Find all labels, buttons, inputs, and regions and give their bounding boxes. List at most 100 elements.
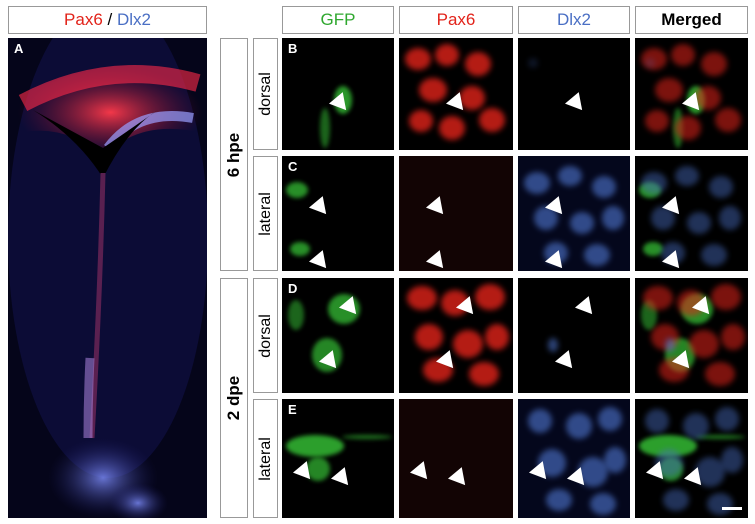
micrograph-6hpe-dorsal-dlx2 — [518, 38, 630, 150]
cell-signal — [701, 52, 727, 76]
cell-signal — [479, 108, 505, 132]
row-label-text: lateral — [256, 191, 274, 236]
group-label-6hpe: 6 hpe — [220, 38, 248, 271]
group-label-2dpe: 2 dpe — [220, 278, 248, 518]
panel-label-a: A — [14, 41, 24, 56]
cell-signal — [290, 242, 310, 256]
cell-signal — [469, 362, 499, 386]
column-label: GFP — [320, 10, 356, 29]
column-label: Merged — [661, 10, 722, 29]
cell-signal — [590, 493, 616, 515]
micrograph-2dpe-dorsal-dlx2 — [518, 278, 630, 393]
micrograph-6hpe-lateral-gfp: C — [282, 156, 394, 271]
cell-signal — [334, 86, 352, 114]
row-label-2dpe-dorsal: dorsal — [253, 278, 278, 393]
cell-signal — [675, 116, 701, 140]
cell-signal — [655, 449, 683, 477]
arrowhead-icon — [409, 461, 435, 485]
panel-a-title: Pax6 / Dlx2 — [8, 6, 207, 34]
panel-label: C — [288, 159, 298, 174]
row-label-text: dorsal — [256, 72, 274, 116]
panel-a-image: A — [8, 38, 207, 518]
row-label-text: dorsal — [256, 313, 274, 358]
cell-signal — [651, 206, 675, 230]
cell-signal — [721, 324, 745, 350]
column-header-merged: Merged — [635, 6, 748, 34]
micrograph-6hpe-dorsal-pax6 — [399, 38, 513, 150]
cell-signal — [342, 435, 392, 439]
cell-signal — [312, 338, 342, 372]
arrowhead-icon — [425, 250, 451, 271]
cell-signal — [707, 493, 733, 515]
cell-signal — [641, 172, 667, 194]
cell-signal — [475, 284, 505, 310]
cell-signal — [711, 284, 741, 310]
micrograph-6hpe-lateral-merged — [635, 156, 748, 271]
cell-signal — [655, 78, 683, 102]
cell-signal — [705, 362, 735, 386]
cell-signal — [459, 86, 485, 110]
micrograph-2dpe-dorsal-gfp: D — [282, 278, 394, 393]
cell-signal — [524, 172, 550, 194]
cell-signal — [465, 52, 491, 76]
cell-signal — [578, 457, 608, 487]
cell-signal — [695, 457, 725, 487]
cell-signal — [719, 206, 741, 230]
cell-signal — [306, 457, 330, 481]
cell-signal — [423, 358, 453, 382]
cell-signal — [598, 407, 622, 431]
cell-signal — [671, 44, 695, 66]
arrowhead-icon — [308, 196, 334, 220]
micrograph-2dpe-dorsal-pax6 — [399, 278, 513, 393]
micrograph-6hpe-dorsal-merged — [635, 38, 748, 150]
cell-signal — [602, 206, 624, 230]
panel-label: E — [288, 402, 297, 417]
cell-signal — [641, 48, 667, 70]
micrograph-6hpe-lateral-dlx2 — [518, 156, 630, 271]
micrograph-2dpe-dorsal-merged — [635, 278, 748, 393]
cell-signal — [286, 182, 308, 198]
cell-signal — [663, 489, 689, 511]
cell-signal — [721, 447, 743, 473]
micrograph-2dpe-lateral-pax6 — [399, 399, 513, 518]
cell-signal — [546, 489, 572, 511]
cell-signal — [453, 330, 483, 358]
title-separator: / — [102, 10, 117, 29]
row-label-6hpe-dorsal: dorsal — [253, 38, 278, 150]
cell-signal — [645, 409, 669, 433]
arrowhead-icon — [308, 250, 334, 271]
cell-signal — [288, 300, 304, 330]
cell-signal — [320, 108, 330, 148]
micrograph-6hpe-dorsal-gfp: B — [282, 38, 394, 150]
cell-signal — [407, 286, 437, 310]
cell-signal — [643, 242, 663, 256]
cell-signal — [286, 435, 344, 457]
cell-signal — [419, 78, 447, 102]
cell-signal — [558, 166, 582, 186]
cell-signal — [715, 108, 741, 132]
brain-section-illustration — [8, 38, 207, 518]
micrograph-2dpe-lateral-merged — [635, 399, 748, 518]
arrowhead-icon — [330, 467, 356, 491]
cell-signal — [659, 457, 683, 481]
cell-signal — [643, 286, 673, 310]
cell-signal — [405, 48, 431, 70]
row-label-6hpe-lateral: lateral — [253, 156, 278, 271]
column-header-gfp: GFP — [282, 6, 394, 34]
cell-signal — [677, 290, 705, 316]
cell-signal — [528, 409, 552, 433]
cell-signal — [645, 58, 655, 68]
cell-signal — [528, 58, 538, 68]
cell-signal — [584, 244, 610, 266]
column-label: Pax6 — [436, 10, 476, 29]
cell-signal — [689, 330, 719, 358]
cell-signal — [604, 447, 626, 473]
micrograph-2dpe-lateral-dlx2 — [518, 399, 630, 518]
cell-signal — [328, 294, 360, 324]
cell-signal — [695, 86, 721, 110]
cell-signal — [695, 435, 745, 439]
cell-signal — [409, 110, 433, 132]
cell-signal — [538, 449, 566, 477]
cell-signal — [534, 206, 558, 230]
cell-signal — [415, 324, 443, 350]
